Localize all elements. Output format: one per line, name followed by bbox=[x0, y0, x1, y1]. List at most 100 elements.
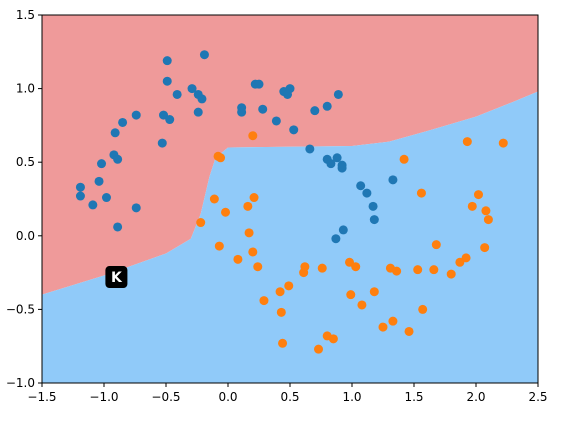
series-0-point-1 bbox=[75, 182, 85, 192]
series-0-point-4 bbox=[97, 159, 107, 169]
series-1-point-17 bbox=[284, 281, 294, 291]
y-tick-label-1: −0.5 bbox=[6, 302, 35, 316]
series-1-point-31 bbox=[388, 316, 398, 326]
annotation-0-text: K bbox=[111, 270, 123, 286]
series-0-point-13 bbox=[157, 138, 167, 148]
series-0-point-14 bbox=[159, 110, 169, 120]
series-0-point-18 bbox=[172, 89, 182, 99]
y-tick-label-2: 0.0 bbox=[16, 229, 35, 243]
series-0-point-47 bbox=[368, 201, 378, 211]
series-1-point-37 bbox=[418, 304, 428, 314]
series-1-point-8 bbox=[244, 228, 254, 238]
y-tick-label-5: 1.5 bbox=[16, 8, 35, 22]
series-1-point-42 bbox=[461, 253, 471, 263]
series-1-point-2 bbox=[216, 153, 226, 163]
series-0-point-3 bbox=[94, 176, 104, 186]
series-0-point-34 bbox=[305, 144, 315, 154]
series-1-point-12 bbox=[253, 262, 263, 272]
series-1-point-32 bbox=[392, 266, 402, 276]
series-0-point-5 bbox=[101, 193, 111, 203]
y-tick-label-0: −1.0 bbox=[6, 376, 35, 390]
series-1-point-28 bbox=[369, 287, 379, 297]
series-1-point-24 bbox=[345, 257, 355, 267]
series-0-point-45 bbox=[356, 181, 366, 191]
series-1-point-29 bbox=[378, 322, 388, 332]
series-0-point-17 bbox=[165, 115, 175, 125]
annotation-0-box bbox=[105, 266, 128, 289]
series-1-point-33 bbox=[399, 154, 409, 164]
series-1-point-39 bbox=[431, 240, 441, 250]
series-1-point-14 bbox=[275, 287, 285, 297]
data-points bbox=[75, 50, 508, 354]
series-0-point-0 bbox=[75, 191, 85, 201]
series-1-point-47 bbox=[481, 206, 491, 216]
series-1-point-38 bbox=[429, 265, 439, 275]
series-1-point-13 bbox=[259, 296, 269, 306]
series-0-point-29 bbox=[271, 116, 281, 126]
series-0-point-2 bbox=[88, 200, 98, 210]
x-axis: −1.5 −1.0 −0.5 0.0 0.5 1.0 1.5 2.0 2.5 bbox=[27, 383, 548, 404]
series-1-point-16 bbox=[278, 338, 288, 348]
series-1-point-48 bbox=[483, 215, 493, 225]
series-1-point-26 bbox=[351, 262, 361, 272]
series-0-point-16 bbox=[162, 76, 172, 86]
series-1-point-23 bbox=[328, 334, 338, 344]
series-0-point-40 bbox=[332, 153, 342, 163]
y-tick-label-3: 0.5 bbox=[16, 155, 35, 169]
series-1-point-21 bbox=[317, 263, 327, 273]
series-0-point-35 bbox=[310, 106, 320, 116]
series-0-point-23 bbox=[199, 50, 209, 60]
series-0-point-10 bbox=[131, 110, 141, 120]
series-0-point-11 bbox=[131, 203, 141, 213]
series-1-point-49 bbox=[498, 138, 508, 148]
series-0-point-7 bbox=[110, 128, 120, 138]
series-0-point-27 bbox=[254, 79, 264, 89]
series-1-point-34 bbox=[404, 326, 414, 336]
series-0-point-15 bbox=[162, 56, 172, 66]
series-0-point-25 bbox=[237, 107, 247, 117]
x-tick-label-6: 1.5 bbox=[404, 390, 423, 404]
series-1-point-36 bbox=[416, 188, 426, 198]
series-0-point-28 bbox=[258, 104, 268, 114]
series-0-point-12 bbox=[113, 222, 123, 232]
series-0-point-20 bbox=[193, 107, 203, 117]
x-tick-label-0: −1.5 bbox=[27, 390, 56, 404]
x-tick-label-8: 2.5 bbox=[528, 390, 547, 404]
series-1-point-45 bbox=[473, 190, 483, 200]
series-1-point-41 bbox=[455, 257, 465, 267]
x-tick-label-7: 2.0 bbox=[466, 390, 485, 404]
series-0-point-46 bbox=[362, 188, 372, 198]
series-0-point-43 bbox=[331, 234, 341, 244]
series-0-point-32 bbox=[285, 84, 295, 94]
series-1-point-11 bbox=[249, 193, 259, 203]
series-1-point-15 bbox=[276, 307, 286, 317]
series-1-point-35 bbox=[413, 265, 423, 275]
series-0-point-42 bbox=[337, 163, 347, 173]
series-1-point-46 bbox=[480, 243, 490, 253]
x-tick-label-4: 0.5 bbox=[280, 390, 299, 404]
plot-area: K bbox=[42, 15, 538, 383]
series-0-point-48 bbox=[369, 215, 379, 225]
series-0-point-22 bbox=[197, 94, 207, 104]
series-1-point-10 bbox=[248, 247, 258, 257]
series-1-point-0 bbox=[209, 194, 219, 204]
series-1-point-4 bbox=[196, 218, 206, 228]
series-1-point-7 bbox=[243, 201, 253, 211]
series-0-point-9 bbox=[118, 117, 128, 127]
y-axis: −1.0 −0.5 0.0 0.5 1.0 1.5 bbox=[6, 8, 42, 390]
series-0-point-39 bbox=[326, 159, 336, 169]
x-tick-label-3: 0.0 bbox=[218, 390, 237, 404]
annotations: K bbox=[105, 266, 128, 289]
series-1-point-3 bbox=[221, 207, 231, 217]
series-1-point-27 bbox=[357, 300, 367, 310]
series-1-point-40 bbox=[446, 269, 456, 279]
x-tick-label-1: −1.0 bbox=[89, 390, 118, 404]
decision-region-lower bbox=[42, 91, 538, 383]
series-1-point-6 bbox=[233, 254, 243, 264]
series-0-point-36 bbox=[322, 101, 332, 111]
series-1-point-44 bbox=[467, 201, 477, 211]
series-1-point-9 bbox=[248, 131, 258, 141]
series-1-point-25 bbox=[346, 290, 356, 300]
series-1-point-5 bbox=[214, 241, 224, 251]
